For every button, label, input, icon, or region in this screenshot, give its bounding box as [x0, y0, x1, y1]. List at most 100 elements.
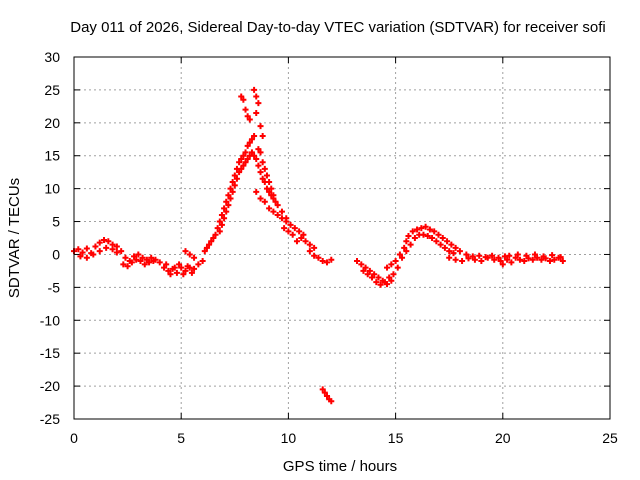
data-point — [559, 258, 566, 265]
y-tick-label: 30 — [44, 49, 60, 65]
data-point — [79, 249, 86, 256]
data-point — [257, 169, 264, 176]
data-point — [214, 225, 221, 232]
data-point — [476, 252, 483, 259]
data-point — [433, 238, 440, 245]
data-point — [452, 244, 459, 251]
data-point — [238, 93, 245, 100]
data-point — [392, 258, 399, 265]
data-point — [268, 185, 275, 192]
x-tick-label: 25 — [602, 430, 618, 446]
data-point — [420, 231, 427, 238]
data-point — [270, 208, 277, 215]
data-point — [435, 231, 442, 238]
data-point — [152, 256, 159, 263]
data-point — [248, 149, 255, 156]
data-point — [242, 106, 249, 113]
data-point — [248, 136, 255, 143]
data-point — [306, 241, 313, 248]
data-point — [186, 251, 193, 258]
data-point — [253, 188, 260, 195]
data-point — [218, 221, 225, 228]
data-point — [257, 195, 264, 202]
data-point — [369, 274, 376, 281]
data-point — [489, 252, 496, 259]
data-point — [409, 228, 416, 235]
data-point — [231, 182, 238, 189]
data-point — [319, 258, 326, 265]
data-point — [319, 386, 326, 393]
data-point — [216, 218, 223, 225]
data-point — [399, 254, 406, 261]
data-point — [229, 179, 236, 186]
data-point — [439, 235, 446, 241]
data-point — [173, 269, 180, 276]
data-point — [128, 259, 135, 266]
data-point — [122, 254, 129, 261]
data-point — [238, 165, 245, 172]
data-point — [109, 246, 116, 253]
data-point — [471, 256, 478, 263]
data-point — [323, 392, 330, 399]
data-point — [497, 258, 504, 265]
data-point — [437, 241, 444, 248]
data-point — [405, 233, 412, 240]
data-point — [188, 269, 195, 276]
data-point — [244, 142, 251, 149]
data-point — [240, 152, 247, 159]
data-point — [446, 254, 453, 261]
data-point — [199, 258, 206, 265]
x-axis-label: GPS time / hours — [283, 458, 397, 475]
data-point — [257, 149, 264, 156]
data-point — [141, 261, 148, 268]
data-point — [124, 263, 131, 270]
data-point — [311, 252, 318, 259]
data-point — [482, 254, 489, 261]
data-point — [446, 248, 453, 255]
y-tick-label: 20 — [44, 115, 60, 131]
data-point — [296, 228, 303, 235]
data-point — [263, 172, 270, 179]
data-point — [407, 241, 414, 248]
data-point — [146, 259, 153, 266]
data-point — [131, 253, 138, 260]
grid-lines — [74, 57, 610, 419]
data-point — [311, 244, 318, 251]
data-point — [469, 253, 476, 260]
x-tick-labels: 0 5 10 15 20 25 — [70, 430, 618, 446]
data-point — [529, 256, 536, 263]
data-point — [251, 132, 258, 139]
data-point — [491, 256, 498, 263]
y-tick-label: -15 — [40, 345, 60, 361]
data-point — [300, 231, 307, 238]
data-point — [242, 159, 249, 166]
data-point — [244, 156, 251, 163]
data-point — [538, 256, 545, 263]
data-point — [281, 225, 288, 232]
data-point — [360, 267, 367, 274]
data-point — [546, 258, 553, 265]
data-point — [133, 256, 140, 263]
y-tick-label: 25 — [44, 82, 60, 98]
data-point — [242, 149, 249, 156]
data-point — [206, 241, 213, 248]
data-point — [238, 156, 245, 163]
data-point — [77, 253, 84, 260]
data-points — [71, 86, 566, 405]
y-tick-label: 0 — [52, 246, 60, 262]
data-point — [504, 256, 511, 263]
data-point — [195, 261, 202, 268]
data-point — [221, 205, 228, 212]
data-point — [381, 279, 388, 286]
data-point — [289, 231, 296, 238]
data-point — [253, 93, 260, 100]
data-point — [255, 100, 262, 107]
data-point — [274, 202, 281, 209]
data-point — [418, 225, 425, 232]
data-point — [531, 251, 538, 258]
data-point — [373, 279, 380, 286]
data-point — [191, 265, 198, 272]
data-point — [148, 254, 155, 261]
data-point — [270, 192, 277, 199]
